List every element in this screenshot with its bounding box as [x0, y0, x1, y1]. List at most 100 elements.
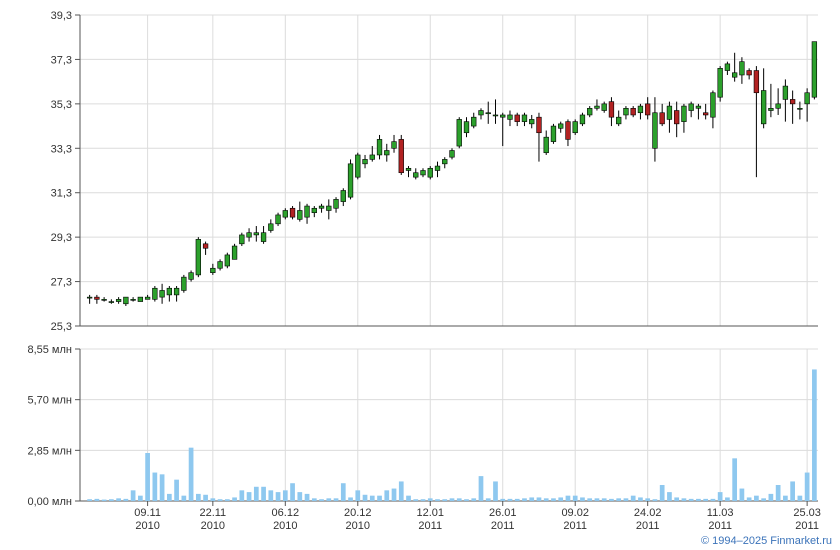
volume-bar [398, 481, 404, 501]
volume-bar [630, 495, 636, 501]
volume-bar [688, 498, 694, 501]
volume-bar [471, 498, 477, 501]
volume-bar [261, 486, 266, 501]
volume-axis: 0,00 млн 2,85 млн 5,70 млн 8,55 млн [27, 344, 818, 508]
volume-bar [797, 495, 803, 501]
volume-bar [558, 497, 564, 501]
candle-body [398, 139, 404, 174]
candle-body [731, 72, 738, 78]
x-tick-label-year: 2011 [563, 520, 587, 532]
candle-body [492, 114, 499, 117]
volume-bar [311, 498, 317, 501]
candle-body [688, 103, 694, 111]
volume-bar [485, 498, 491, 501]
candle-body [601, 103, 607, 111]
volume-bar [623, 498, 629, 501]
x-tick-label-day: 25.03 [793, 507, 821, 519]
volume-bar [188, 447, 194, 501]
x-tick-label-day: 26.01 [489, 507, 517, 519]
volume-bar [130, 490, 136, 501]
candle-body [616, 116, 622, 125]
candle-body [630, 108, 636, 116]
candle-body [188, 272, 194, 280]
candle-body [775, 103, 781, 109]
volume-bar [493, 481, 498, 501]
candle-body [101, 299, 107, 301]
price-tick-label: 27,3 [51, 277, 72, 289]
volume-bar [181, 495, 187, 501]
x-tick-label-year: 2010 [201, 520, 225, 532]
candle-body [86, 296, 93, 299]
candle-body [405, 167, 412, 171]
candle-body [797, 108, 803, 110]
volume-bar [507, 498, 513, 501]
volume-bar [551, 498, 556, 501]
candle-body [123, 296, 129, 305]
volume-bar [536, 497, 542, 501]
volume-bar [449, 498, 455, 501]
candle-body [565, 121, 571, 140]
volume-tick-label: 5,70 млн [27, 395, 72, 407]
volume-bar [116, 498, 121, 501]
volume-bar [732, 458, 738, 501]
volume-bar [174, 479, 179, 501]
price-tick-label: 37,3 [51, 54, 72, 66]
volume-tick-label: 0,00 млн [27, 496, 72, 508]
volume-bar [123, 498, 129, 501]
candle-body [224, 254, 230, 267]
candle-body [253, 232, 259, 236]
candle-body [289, 207, 296, 218]
x-tick-label-year: 2010 [135, 520, 159, 532]
candle-body [195, 239, 201, 276]
candle-body [333, 199, 339, 209]
volume-bar [594, 498, 600, 501]
candle-body [304, 205, 310, 218]
x-tick-label-year: 2011 [418, 520, 442, 532]
volume-bar [326, 498, 332, 501]
candle-body [681, 105, 687, 122]
volume-tick-label: 2,85 млн [27, 445, 72, 457]
volume-bar [681, 498, 687, 501]
candle-body [108, 301, 115, 303]
volume-bar [304, 493, 310, 501]
volume-bar [710, 498, 716, 501]
candle-body [297, 210, 303, 220]
price-tick-label: 29,3 [51, 232, 72, 244]
volume-bar [246, 492, 252, 501]
candle-body [268, 223, 274, 231]
volume-bar [456, 498, 462, 501]
candle-body [181, 276, 187, 291]
volume-bar [435, 499, 440, 501]
candle-body [420, 170, 426, 176]
candle-body [239, 234, 245, 245]
volume-bar [282, 490, 288, 501]
volume-bar [696, 498, 701, 501]
candle-body [645, 103, 651, 116]
volume-bar [369, 495, 375, 501]
x-tick-label-day: 06.12 [272, 507, 300, 519]
candle-body [369, 154, 375, 160]
volume-bar [645, 498, 651, 501]
candle-body [449, 150, 455, 158]
candle-body [166, 287, 173, 296]
volume-bar [340, 483, 346, 501]
volume-bar [572, 495, 578, 501]
candle-body [608, 101, 615, 118]
candle-body [442, 159, 448, 165]
volume-bar [319, 499, 324, 501]
candle-body [529, 119, 535, 125]
candle-body [282, 210, 288, 218]
volume-bar [210, 498, 216, 501]
candle-body [724, 63, 731, 71]
volume-bar [601, 498, 607, 501]
volume-bar [391, 488, 397, 501]
x-tick-label-year: 2011 [636, 520, 660, 532]
candle-body [753, 70, 760, 94]
volume-bar [420, 499, 426, 501]
copyright-text: © 1994–2025 Finmarket.ru [700, 535, 832, 547]
volume-bar [203, 494, 208, 501]
candle-body [376, 139, 383, 156]
x-tick-label-day: 20.12 [344, 507, 372, 519]
candle-body [427, 167, 433, 178]
